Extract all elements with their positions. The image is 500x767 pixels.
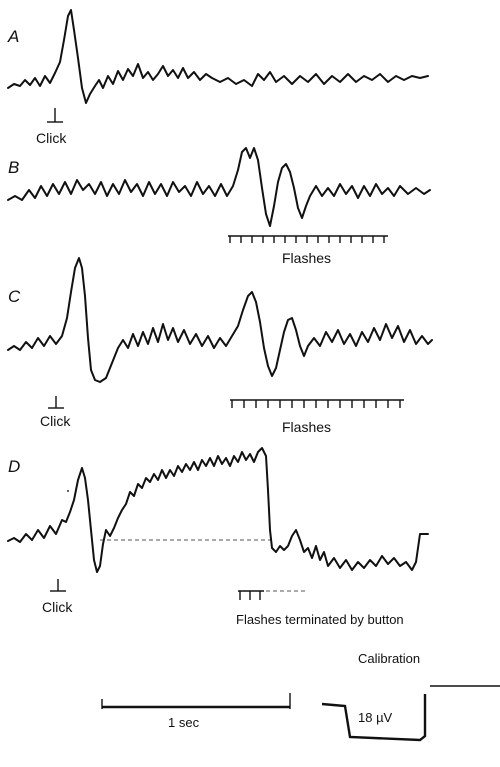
time-scale-label: 1 sec [168,715,200,730]
panel-b: B Flashes [7,147,431,266]
panel-d-flash-ticks [238,590,306,600]
panel-c-click-label: Click [40,413,71,429]
panel-c-letter: C [8,287,21,306]
panel-d-letter: D [8,457,20,476]
panel-a-click-label: Click [36,130,67,146]
calibration-title: Calibration [358,651,420,666]
panel-c-flash-ticks [230,399,404,408]
voltage-scale-label: 18 µV [358,710,393,725]
panel-a: A Click [7,9,429,146]
panel-d-flashes-label: Flashes terminated by button [236,612,404,627]
panel-b-trace [7,147,431,227]
panel-b-flash-ticks [228,235,388,243]
panel-c: C Click Flashes [7,257,433,435]
panel-c-flashes-label: Flashes [282,419,331,435]
panel-d-trace [7,447,429,573]
panel-d-click-label: Click [42,599,73,615]
panel-a-trace [7,9,429,104]
panel-d-dot [67,490,69,492]
calibration: Calibration 1 sec 18 µV [101,651,500,742]
panel-d: D Click Flashes terminated by button [7,447,429,627]
panel-a-letter: A [7,27,19,46]
panel-b-flashes-label: Flashes [282,250,331,266]
voltage-calibration-pulse [321,694,427,742]
time-scale-bar [101,693,291,709]
panel-c-trace [7,257,433,383]
panel-b-letter: B [8,158,19,177]
